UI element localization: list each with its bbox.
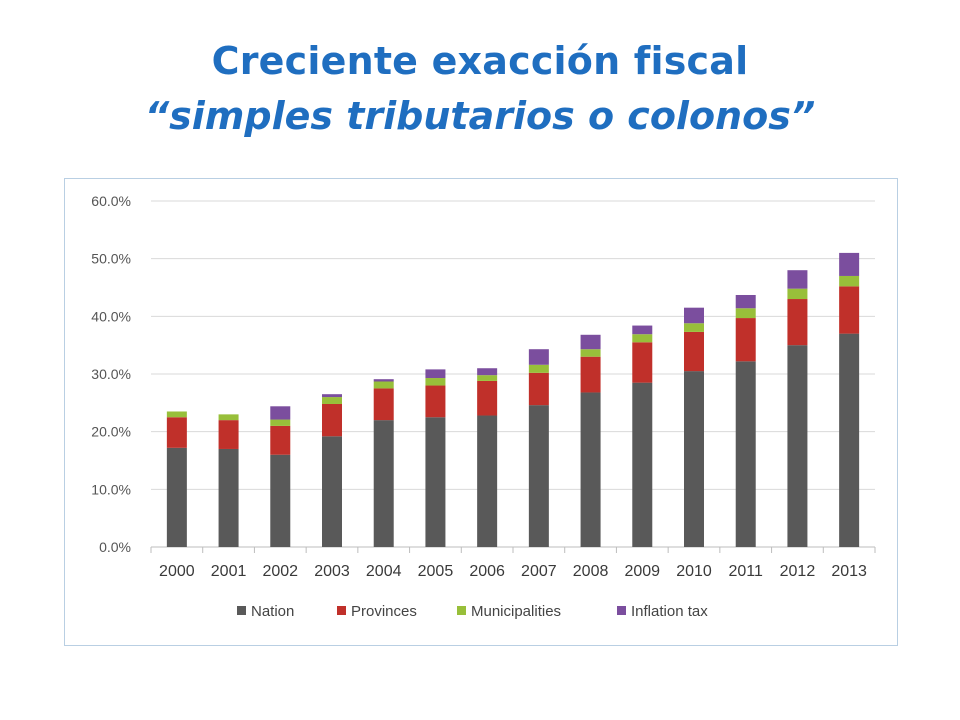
bar-inflation-tax-2011: [735, 294, 756, 309]
bar-nation-2010: [684, 371, 704, 547]
x-tick-label: 2008: [573, 563, 609, 580]
bar-nation-2011: [735, 361, 756, 547]
bar-provinces-2009: [632, 342, 653, 383]
bar-nation-2005: [425, 417, 446, 547]
bar-provinces-2006: [477, 380, 498, 416]
title-line-2: “simples tributarios o colonos”: [144, 94, 816, 138]
bar-nation-2008: [580, 392, 601, 547]
legend-swatch-nation: [237, 606, 246, 615]
y-tick-label: 10.0%: [91, 481, 131, 497]
x-tick-label: 2001: [211, 563, 247, 580]
title-line-1: Creciente exacción fiscal: [211, 39, 749, 83]
bar-inflation-tax-2005: [425, 369, 446, 379]
bar-provinces-2002: [270, 425, 291, 455]
bar-municipalities-2004: [373, 381, 394, 389]
legend-label-nation: Nation: [251, 603, 294, 620]
bar-municipalities-2001: [218, 414, 239, 421]
y-tick-label: 60.0%: [91, 193, 131, 209]
bar-nation-2006: [477, 415, 498, 547]
bar-provinces-2001: [218, 420, 239, 449]
slide-title: Creciente exacción fiscal “simples tribu…: [0, 34, 960, 144]
x-tick-label: 2007: [521, 563, 557, 580]
x-tick-label: 2006: [469, 563, 505, 580]
bar-municipalities-2012: [787, 288, 808, 300]
bar-inflation-tax-2004: [373, 379, 394, 382]
bar-nation-2003: [322, 436, 342, 547]
bar-nation-2000: [166, 447, 187, 547]
bar-municipalities-2009: [632, 334, 653, 343]
bar-provinces-2011: [735, 318, 756, 362]
bar-provinces-2007: [528, 372, 549, 406]
bar-municipalities-2007: [528, 364, 549, 373]
bar-municipalities-2005: [425, 378, 446, 386]
bar-municipalities-2010: [684, 323, 704, 332]
bar-provinces-2000: [166, 417, 187, 448]
y-tick-label: 30.0%: [91, 366, 131, 382]
legend-label-inflation-tax: Inflation tax: [631, 603, 708, 620]
bar-nation-2009: [632, 382, 653, 547]
bar-provinces-2005: [425, 385, 446, 418]
bar-inflation-tax-2002: [270, 406, 291, 420]
bar-nation-2013: [839, 333, 860, 547]
bar-municipalities-2000: [166, 411, 187, 418]
bar-municipalities-2006: [477, 375, 498, 381]
bar-nation-2004: [373, 420, 394, 547]
bar-nation-2001: [218, 448, 239, 547]
x-tick-label: 2012: [780, 563, 816, 580]
bar-inflation-tax-2013: [839, 252, 860, 276]
x-tick-label: 2003: [314, 563, 350, 580]
bar-nation-2002: [270, 454, 291, 547]
bar-municipalities-2002: [270, 419, 291, 426]
bar-nation-2007: [528, 405, 549, 547]
bar-municipalities-2008: [580, 349, 601, 357]
bar-inflation-tax-2008: [580, 334, 601, 350]
x-tick-label: 2004: [366, 563, 402, 580]
x-tick-label: 2002: [262, 563, 298, 580]
bar-inflation-tax-2012: [787, 270, 808, 289]
bar-provinces-2008: [580, 356, 601, 393]
bar-inflation-tax-2006: [477, 368, 498, 376]
legend-label-municipalities: Municipalities: [471, 603, 561, 620]
legend-swatch-provinces: [337, 606, 346, 615]
bar-inflation-tax-2003: [322, 394, 342, 398]
bar-provinces-2004: [373, 388, 394, 421]
bar-inflation-tax-2007: [528, 349, 549, 365]
y-tick-label: 40.0%: [91, 308, 131, 324]
y-tick-label: 50.0%: [91, 251, 131, 267]
x-tick-label: 2000: [159, 563, 195, 580]
bar-provinces-2012: [787, 299, 808, 346]
chart-frame: 0.0% 10.0% 20.0% 30.0% 40.0% 50.0% 60.0% 2000 20…: [64, 178, 898, 646]
bar-inflation-tax-2009: [632, 325, 653, 335]
stacked-bar-chart: 0.0% 10.0% 20.0% 30.0% 40.0% 50.0% 60.0% 2000 20…: [91, 193, 876, 620]
bar-municipalities-2011: [735, 308, 756, 319]
x-tick-label: 2005: [418, 563, 454, 580]
legend-label-provinces: Provinces: [351, 603, 417, 620]
y-tick-label: 0.0%: [99, 539, 131, 555]
x-tick-label: 2013: [831, 563, 867, 580]
legend-swatch-municipalities: [457, 606, 466, 615]
y-tick-label: 20.0%: [91, 424, 131, 440]
bar-provinces-2010: [684, 331, 704, 372]
bar-provinces-2013: [839, 286, 860, 334]
x-tick-label: 2009: [624, 563, 660, 580]
bar-municipalities-2003: [322, 397, 342, 404]
x-tick-label: 2011: [729, 563, 764, 580]
bar-nation-2012: [787, 345, 808, 547]
x-tick-label: 2010: [676, 563, 712, 580]
bar-provinces-2003: [322, 403, 342, 437]
bar-municipalities-2013: [839, 275, 860, 287]
legend-swatch-inflation-tax: [617, 606, 626, 615]
bar-inflation-tax-2010: [684, 307, 704, 324]
